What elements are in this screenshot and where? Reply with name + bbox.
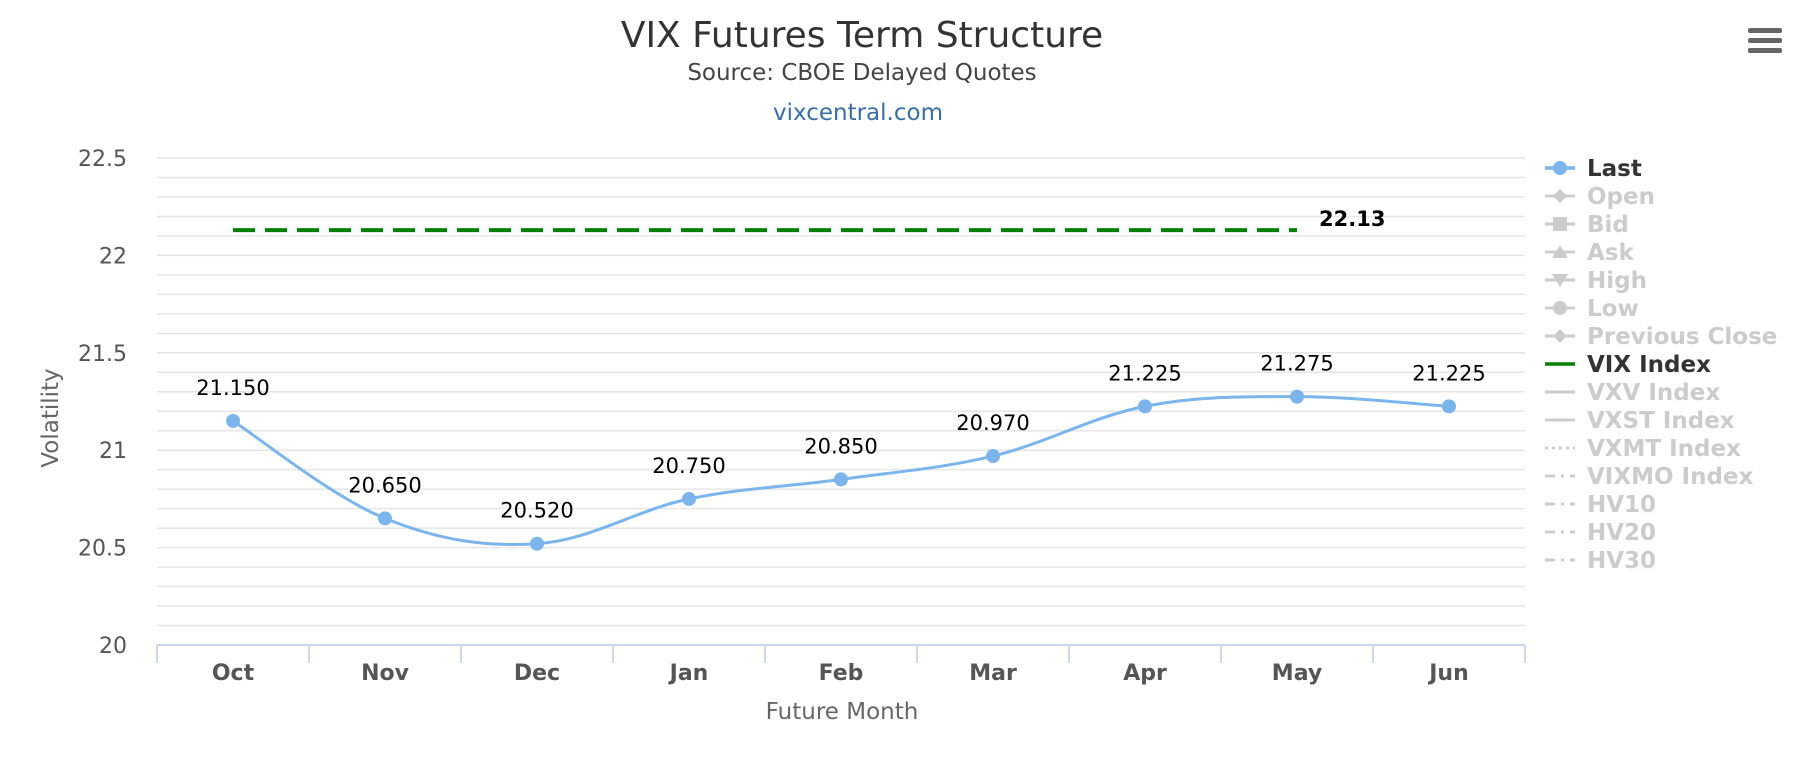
last-series-data-label: 21.225 bbox=[1412, 361, 1485, 385]
legend-item[interactable]: HV20 bbox=[1545, 520, 1656, 546]
last-series-data-label: 20.850 bbox=[804, 434, 877, 458]
y-tick-label: 20 bbox=[99, 634, 127, 659]
vix-index-data-label: 22.13 bbox=[1319, 207, 1385, 231]
legend-label: Low bbox=[1587, 296, 1639, 322]
x-tick-label: Dec bbox=[514, 661, 560, 686]
legend-item[interactable]: Previous Close bbox=[1545, 324, 1777, 350]
y-tick-label: 22.5 bbox=[78, 147, 127, 172]
legend-label: Last bbox=[1587, 156, 1642, 182]
legend-item[interactable]: High bbox=[1545, 268, 1647, 294]
last-series-point bbox=[1290, 389, 1304, 404]
last-series-point bbox=[378, 511, 392, 526]
legend-item[interactable]: VXV Index bbox=[1545, 380, 1720, 406]
chart-title: VIX Futures Term Structure bbox=[621, 15, 1103, 56]
legend-label: HV30 bbox=[1587, 548, 1656, 574]
legend-item[interactable]: VXST Index bbox=[1545, 408, 1735, 434]
y-tick-label: 21.5 bbox=[78, 342, 127, 367]
last-series-point bbox=[1442, 399, 1456, 414]
legend-label: VXV Index bbox=[1587, 380, 1720, 406]
y-axis-title: Volatility bbox=[38, 368, 64, 467]
x-tick-label: Oct bbox=[212, 661, 255, 686]
legend-symbol bbox=[1553, 217, 1567, 231]
legend-label: VXMT Index bbox=[1587, 436, 1741, 462]
legend-item[interactable]: Open bbox=[1545, 184, 1655, 210]
last-series-data-label: 20.650 bbox=[348, 473, 421, 497]
last-series-data-label: 20.520 bbox=[500, 499, 573, 523]
last-series-point bbox=[834, 472, 848, 487]
legend-item[interactable]: VIX Index bbox=[1545, 352, 1711, 378]
y-axis: 20 20.5 21 21.5 22 22.5 bbox=[78, 147, 127, 659]
last-series-point bbox=[530, 536, 544, 551]
x-tick-label: Jun bbox=[1427, 661, 1469, 686]
legend-label: Open bbox=[1587, 184, 1655, 210]
legend-item[interactable]: VXMT Index bbox=[1545, 436, 1741, 462]
last-series-point bbox=[986, 449, 1000, 464]
x-tick-label: Jan bbox=[668, 661, 709, 686]
legend-label: Ask bbox=[1587, 240, 1634, 266]
legend-label: High bbox=[1587, 268, 1647, 294]
legend-item[interactable]: VIXMO Index bbox=[1545, 464, 1754, 490]
chart-credit-link[interactable]: vixcentral.com bbox=[773, 100, 943, 126]
legend-label: VIX Index bbox=[1587, 352, 1711, 378]
legend-item[interactable]: Last bbox=[1545, 156, 1642, 182]
x-tick-label: Mar bbox=[969, 661, 1017, 686]
grid-lines bbox=[157, 157, 1525, 627]
legend-label: VXST Index bbox=[1587, 408, 1735, 434]
legend-item[interactable]: HV30 bbox=[1545, 548, 1656, 574]
legend-label: HV20 bbox=[1587, 520, 1656, 546]
legend-symbol bbox=[1553, 329, 1567, 343]
last-series-data-label: 21.225 bbox=[1108, 361, 1181, 385]
legend-item[interactable]: Low bbox=[1545, 296, 1639, 322]
legend-item[interactable]: Bid bbox=[1545, 212, 1629, 238]
legend-label: HV10 bbox=[1587, 492, 1656, 518]
legend-symbol bbox=[1553, 189, 1567, 203]
plot-series: 22.13 21.150 20.650 20.520 20.750 20.850 20.97… bbox=[196, 207, 1486, 551]
x-tick-label: May bbox=[1272, 661, 1322, 686]
last-series-data-label: 20.970 bbox=[956, 411, 1029, 435]
x-axis-title: Future Month bbox=[766, 699, 919, 725]
hamburger-menu-icon[interactable] bbox=[1744, 24, 1782, 58]
y-tick-label: 22 bbox=[99, 244, 127, 269]
legend-label: Bid bbox=[1587, 212, 1629, 238]
x-tick-label: Apr bbox=[1123, 661, 1167, 686]
legend-item[interactable]: HV10 bbox=[1545, 492, 1656, 518]
last-series-data-label: 21.150 bbox=[196, 376, 269, 400]
x-tick-label: Feb bbox=[819, 661, 864, 686]
last-series-point bbox=[226, 413, 240, 428]
legend-symbol bbox=[1552, 245, 1568, 258]
y-tick-label: 20.5 bbox=[78, 537, 127, 562]
x-axis: Oct Nov Dec Jan Feb Mar Apr May Jun bbox=[156, 644, 1526, 686]
legend-symbol bbox=[1553, 161, 1567, 175]
legend-item[interactable]: Ask bbox=[1545, 240, 1634, 266]
legend-label: Previous Close bbox=[1587, 324, 1777, 350]
last-series-data-label: 20.750 bbox=[652, 454, 725, 478]
chart-subtitle: Source: CBOE Delayed Quotes bbox=[687, 60, 1036, 86]
legend-symbol bbox=[1553, 301, 1567, 315]
last-series-line bbox=[232, 395, 1450, 547]
last-series-point bbox=[682, 491, 696, 506]
last-series-data-label: 21.275 bbox=[1260, 352, 1333, 376]
legend-symbol bbox=[1552, 274, 1568, 287]
y-tick-label: 21 bbox=[99, 439, 127, 464]
legend-label: VIXMO Index bbox=[1587, 464, 1754, 490]
last-series-point bbox=[1138, 399, 1152, 414]
x-tick-label: Nov bbox=[361, 661, 410, 686]
